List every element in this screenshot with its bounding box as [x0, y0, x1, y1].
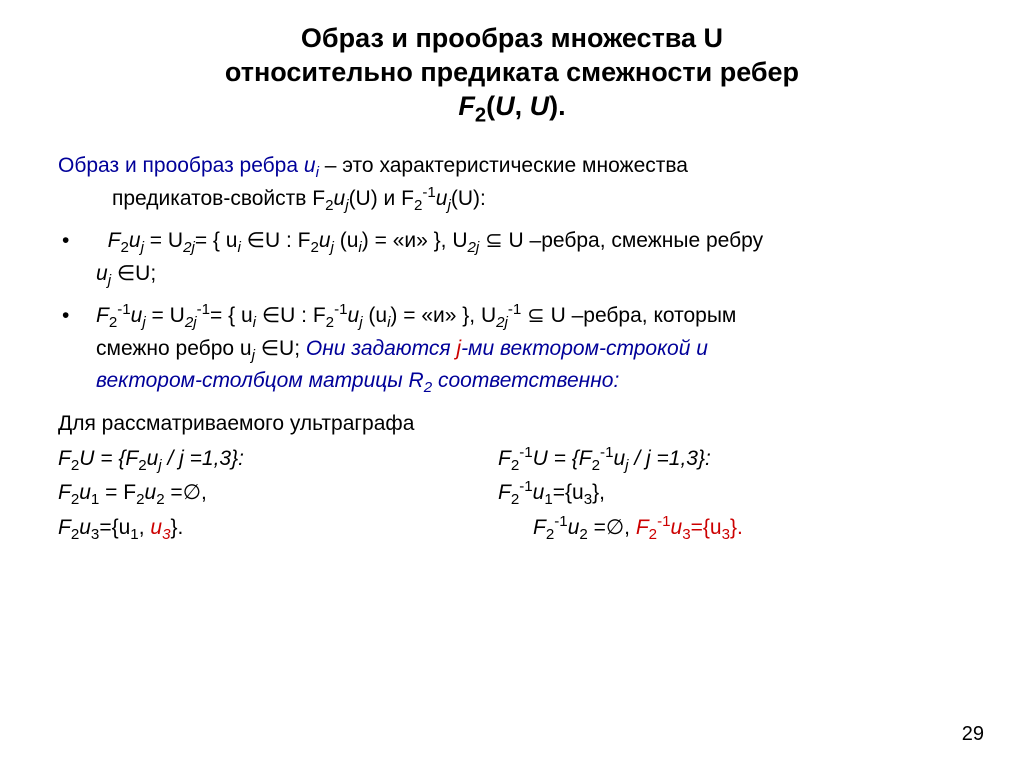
bullet-1: • F2uj = U2j= { ui ∈U : F2uj (ui) = «и» … — [58, 225, 966, 290]
bullet-dot: • — [62, 300, 69, 333]
intro-rest1: это характеристические множества — [342, 154, 688, 177]
title-sub2: 2 — [475, 104, 486, 126]
row-3: F2u3={u1, u3}. F2-1u2 =∅, F2-1u3={u3}. — [58, 512, 966, 545]
intro-lead: Образ и прообраз ребра ui — [58, 154, 319, 177]
title-line1: Образ и прообраз множества U — [301, 23, 723, 53]
slide: Образ и прообраз множества U относительн… — [0, 0, 1024, 768]
row3-left: F2u3={u1, u3}. — [58, 512, 498, 545]
row-2: F2u1 = F2u2 =∅, F2-1u1={u3}, — [58, 477, 966, 510]
slide-body: Образ и прообраз ребра ui – это характер… — [58, 150, 966, 544]
slide-title: Образ и прообраз множества U относительн… — [58, 22, 966, 128]
row-1: F2U = {F2uj / j =1,3}: F2-1U = {F2-1uj /… — [58, 443, 966, 476]
title-line2: относительно предиката смежности ребер — [225, 57, 799, 87]
row3-right: F2-1u2 =∅, F2-1u3={u3}. — [498, 512, 966, 545]
title-f: F — [458, 91, 475, 121]
title-paren: (U, U). — [486, 91, 566, 121]
ultra-line: Для рассматриваемого ультраграфа — [58, 408, 966, 441]
row3-right-red: F2-1u3={u3}. — [636, 516, 743, 539]
intro-line2: предикатов-свойств F2uj(U) и F2-1uj(U): — [58, 187, 486, 210]
row2-right: F2-1u1={u3}, — [498, 477, 966, 510]
bullet2-blue1: Они задаются — [306, 337, 457, 360]
page-number: 29 — [962, 723, 984, 746]
bullet-2: • F2-1uj = U2j-1= { ui ∈U : F2-1uj (ui) … — [58, 300, 966, 398]
intro-paragraph: Образ и прообраз ребра ui – это характер… — [58, 150, 966, 215]
row3-red-u3: u3 — [150, 516, 170, 539]
row1-right: F2-1U = {F2-1uj / j =1,3}: — [498, 443, 966, 476]
row2-left: F2u1 = F2u2 =∅, — [58, 477, 498, 510]
row1-left: F2U = {F2uj / j =1,3}: — [58, 443, 498, 476]
intro-dash: – — [319, 154, 342, 177]
bullet-dot: • — [62, 225, 69, 258]
